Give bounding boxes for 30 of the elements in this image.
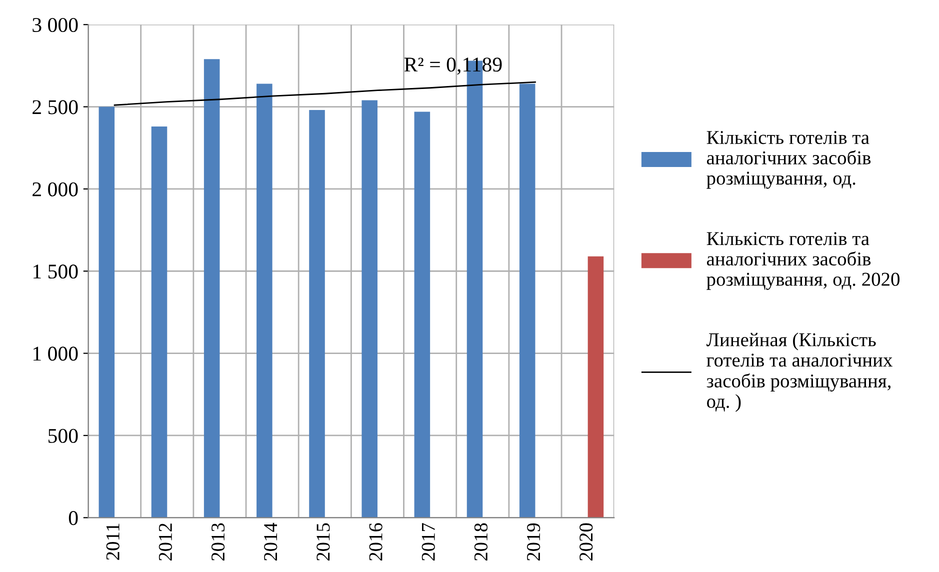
- bar: [309, 110, 325, 518]
- bar: [98, 106, 115, 518]
- x-tick-label: 2012: [158, 524, 172, 561]
- line-series: [114, 81, 536, 106]
- bar: [519, 84, 536, 518]
- y-tick-label: 500: [48, 428, 78, 443]
- bar: [256, 84, 272, 518]
- x-tick-label: 2014: [264, 522, 278, 561]
- x-tick-label: 2011: [106, 524, 120, 560]
- y-tick-label: 2 000: [32, 182, 78, 196]
- y-tick-label: 3 000: [32, 18, 78, 32]
- bar: [204, 59, 220, 518]
- y-tick-label: 0: [68, 511, 78, 526]
- x-tick-label: 2018: [474, 523, 488, 561]
- y-tick-label: 1 000: [34, 346, 78, 361]
- y-tick-label: 2 500: [32, 100, 78, 114]
- x-tick-label: 2016: [369, 523, 382, 561]
- bar: [362, 100, 378, 518]
- bar: [588, 256, 604, 518]
- x-tick-label: 2019: [526, 523, 540, 561]
- legend-label: Кількість готелів та аналогічних засобів розміщування, од. 2020: [706, 232, 900, 290]
- x-tick-label: 2017: [422, 523, 435, 561]
- x-tick-label: 2015: [316, 523, 330, 561]
- x-tick-label: 2020: [580, 523, 593, 561]
- legend-label: Кількість готелів та аналогічних засобів розміщування, од.: [706, 131, 871, 189]
- bar: [151, 126, 168, 518]
- bar: [414, 112, 430, 518]
- x-tick-label: 2013: [211, 523, 225, 561]
- legend-label: Линейная (Кількість готелів та аналогічних засобів розміщування, од. ): [706, 332, 892, 412]
- y-tick-label: 1 500: [34, 264, 78, 279]
